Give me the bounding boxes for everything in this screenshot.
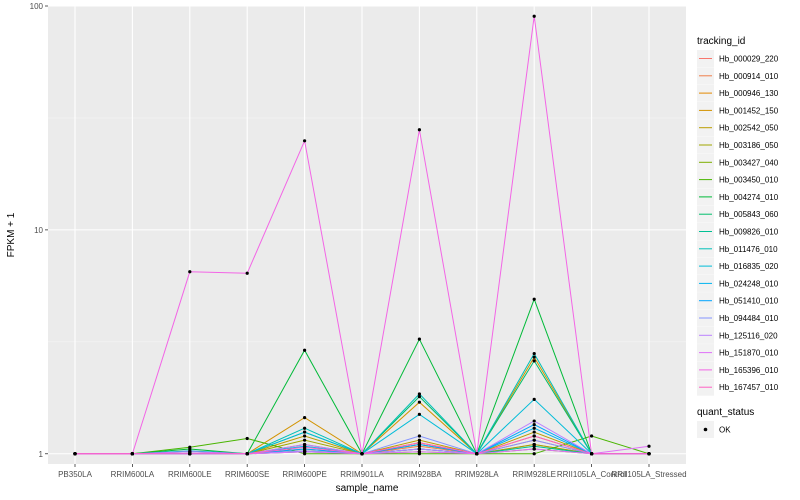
shape-legend-label: OK (719, 426, 731, 435)
data-point (188, 270, 192, 274)
data-point (532, 438, 536, 442)
x-tick-label: RRIM600PE (282, 470, 326, 479)
legend-label: Hb_167457_010 (719, 383, 779, 392)
data-point (245, 271, 249, 275)
data-point (590, 434, 594, 438)
data-point (303, 442, 307, 447)
legend-label: Hb_004274_010 (719, 193, 779, 202)
legend-label: Hb_151870_010 (719, 349, 779, 358)
y-tick-label: 100 (30, 2, 44, 11)
x-tick-label: RRII105LA_Stressed (611, 470, 686, 479)
x-tick-label: RRIM928LA (455, 470, 499, 479)
y-tick-label: 1 (39, 450, 44, 459)
shape-legend-point (703, 427, 708, 432)
data-point (532, 14, 536, 18)
data-point (532, 426, 536, 430)
data-point (532, 397, 536, 401)
legend-label: Hb_094484_010 (719, 314, 779, 323)
legend: tracking_id Hb_000029_220 Hb_000914_010 Hb… (697, 36, 779, 438)
legend-label: Hb_003427_040 (719, 158, 779, 167)
legend-label: Hb_024248_010 (719, 279, 779, 288)
legend-label: Hb_016835_020 (719, 262, 779, 271)
data-point (417, 450, 421, 454)
data-point (532, 447, 536, 451)
legend-label: Hb_003186_050 (719, 141, 779, 150)
data-point (647, 444, 651, 448)
data-point (417, 447, 421, 451)
data-point (417, 434, 421, 438)
data-point (532, 434, 536, 438)
x-tick-label: RRIM901LA (340, 470, 384, 479)
plot-panel (48, 6, 686, 464)
x-tick-label: PB350LA (58, 470, 92, 479)
legend-label: Hb_002542_050 (719, 124, 779, 133)
data-point (532, 359, 536, 363)
data-point (303, 434, 307, 438)
data-point (532, 352, 536, 356)
legend-label: Hb_001452_150 (719, 106, 779, 115)
data-point (417, 441, 421, 445)
shape-legend-title: quant_status (697, 407, 754, 418)
data-point (245, 452, 249, 456)
x-tick-label: RRIM600LA (111, 470, 155, 479)
data-point (532, 355, 536, 359)
data-point (532, 419, 536, 423)
data-point (73, 452, 77, 456)
data-point (417, 128, 421, 132)
legend-title: tracking_id (697, 36, 745, 47)
data-point (417, 337, 421, 341)
data-point (532, 422, 536, 427)
legend-label: Hb_011476_010 (719, 245, 778, 254)
y-axis-title: FPKM + 1 (6, 212, 17, 257)
data-point (303, 430, 307, 434)
data-point (303, 348, 307, 352)
data-point (303, 450, 307, 454)
legend-label: Hb_003450_010 (719, 176, 779, 185)
x-tick-label: RRIM600LE (168, 470, 212, 479)
legend-label: Hb_000029_220 (719, 55, 779, 64)
x-tick-label: RRIM600SE (225, 470, 269, 479)
legend-label: Hb_051410_010 (719, 297, 779, 306)
grid-minor (48, 117, 686, 343)
data-point (303, 416, 307, 420)
data-point (417, 438, 421, 442)
data-point (532, 297, 536, 301)
data-point (303, 445, 307, 449)
legend-label: Hb_000914_010 (719, 72, 779, 81)
legend-label: Hb_165396_010 (719, 366, 779, 375)
data-point (590, 452, 594, 456)
x-tick-label: RRII105LA_Control (557, 470, 627, 479)
data-point (245, 436, 249, 441)
data-point (360, 452, 364, 456)
x-tick-label: RRIM928LE (512, 470, 556, 479)
legend-label: Hb_125116_020 (719, 331, 778, 340)
data-point (475, 452, 479, 456)
data-point (303, 438, 307, 442)
legend-label: Hb_009826_010 (719, 228, 779, 237)
x-tick-label: RRIM928BA (397, 470, 442, 479)
data-point (532, 444, 536, 448)
x-axis-title: sample_name (336, 483, 399, 494)
data-point (303, 426, 307, 430)
data-point (130, 452, 134, 456)
data-point (532, 452, 536, 456)
y-axis: 1 10 100 (30, 2, 48, 459)
legend-label: Hb_005843_060 (719, 210, 779, 219)
data-point (532, 430, 536, 434)
data-point (647, 452, 651, 456)
x-axis: PB350LA RRIM600LA RRIM600LE RRIM600SE RRIM60… (58, 464, 687, 479)
data-point (417, 412, 421, 416)
data-point (417, 400, 421, 404)
data-point (188, 452, 192, 456)
data-point (417, 392, 421, 396)
y-tick-label: 10 (34, 226, 43, 235)
series-points (73, 14, 651, 456)
data-point (303, 139, 307, 143)
data-point (417, 395, 421, 399)
legend-label: Hb_000946_130 (719, 89, 779, 98)
